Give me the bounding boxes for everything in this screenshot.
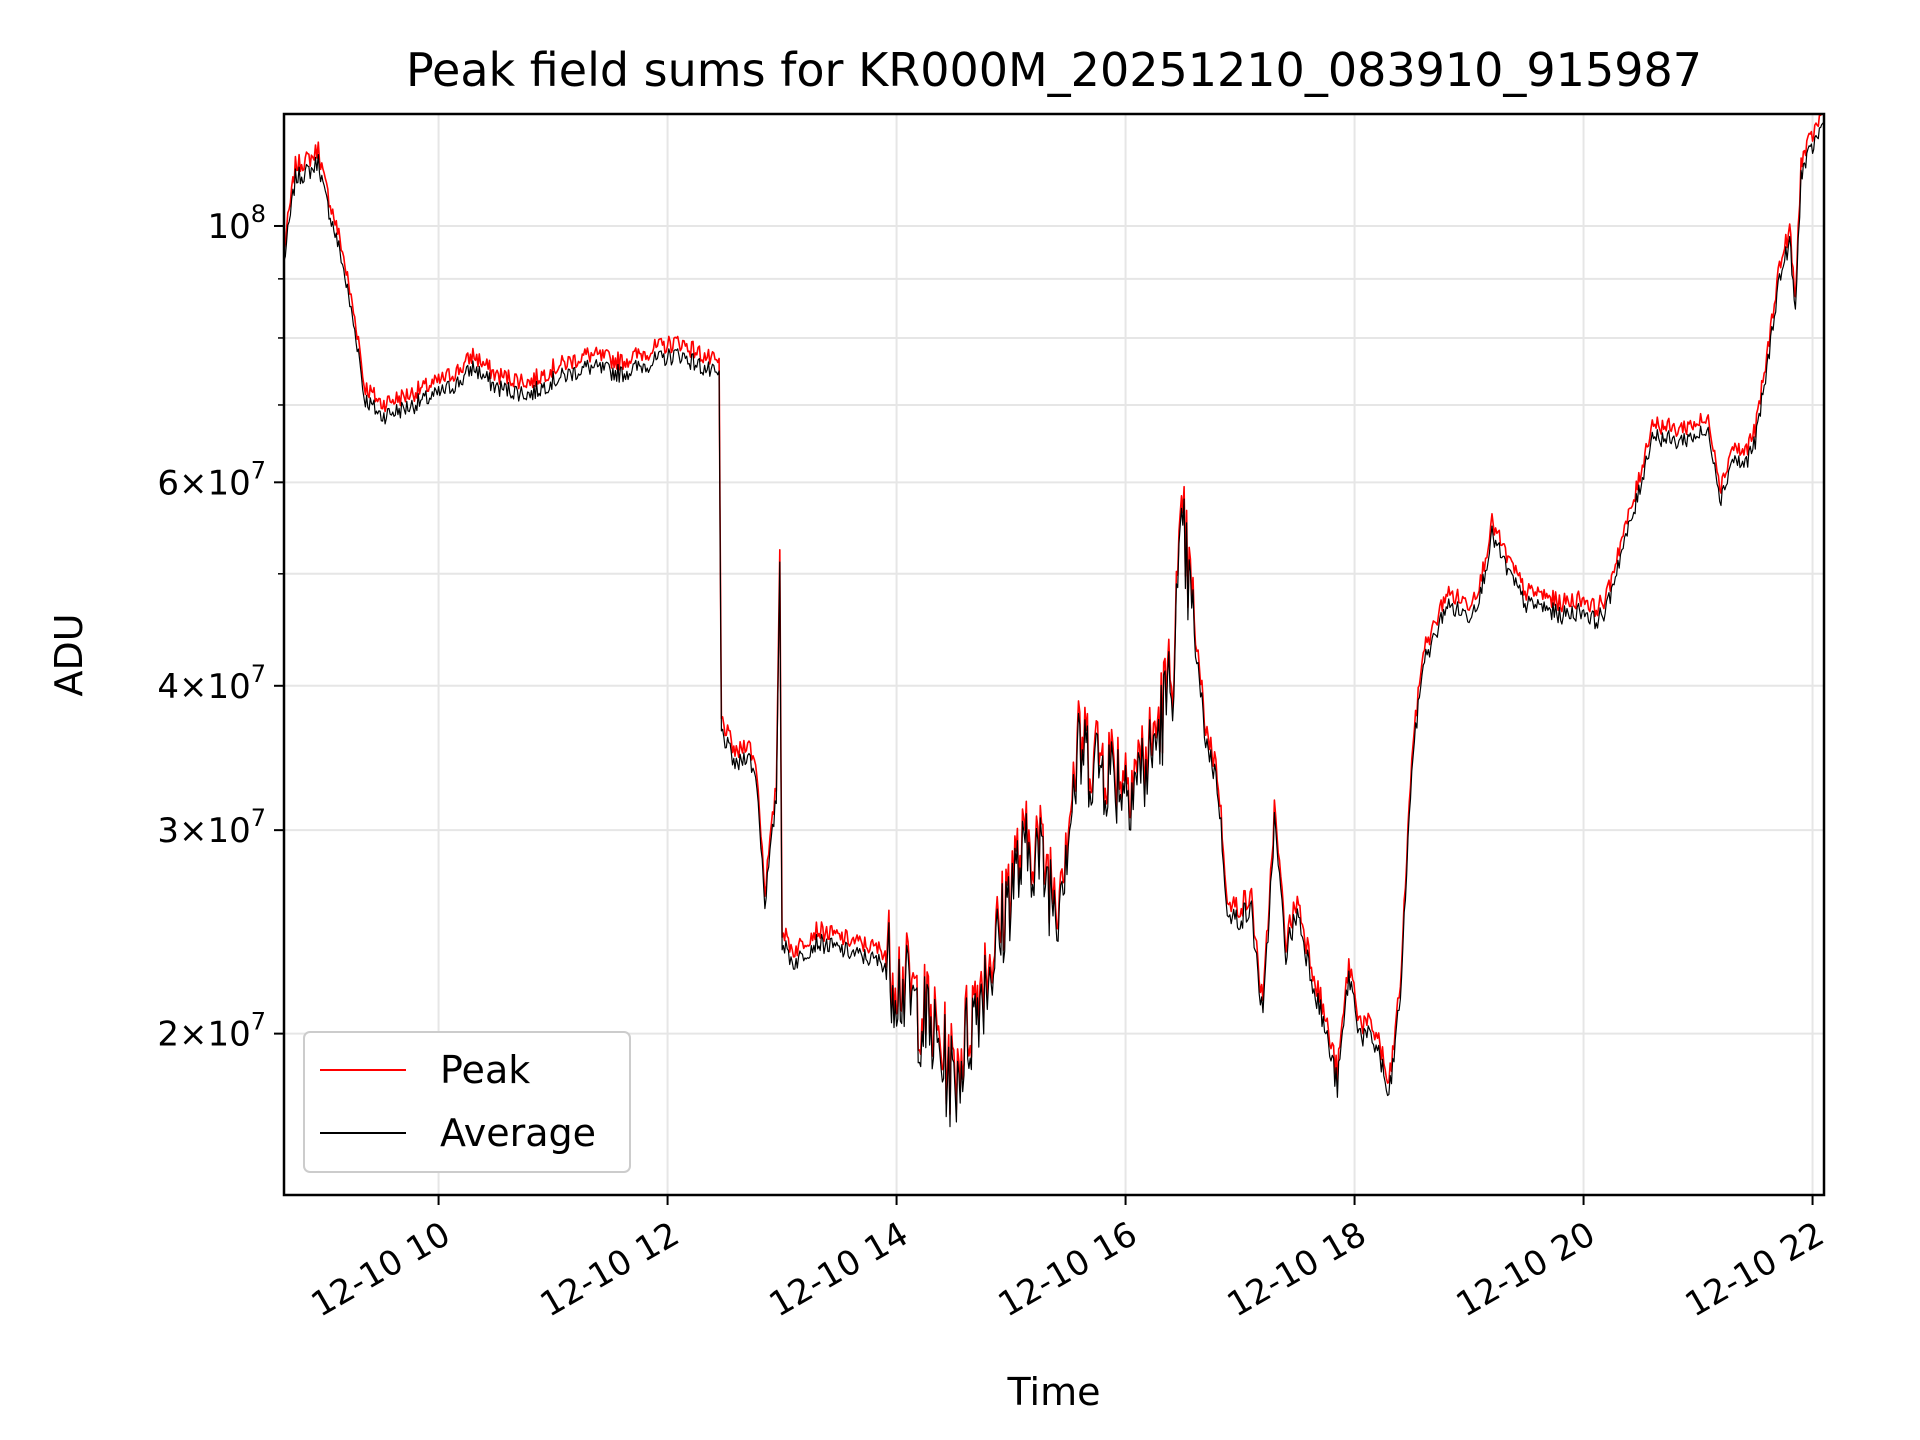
- y-axis-label: ADU: [47, 613, 91, 696]
- y-tick-label-0: 2×107: [157, 1008, 266, 1055]
- y-tick-label-2: 4×107: [157, 660, 266, 707]
- legend-label-peak: Peak: [440, 1048, 530, 1092]
- y-tick-label-3: 6×107: [157, 456, 266, 503]
- legend-label-average: Average: [440, 1111, 596, 1155]
- plot-frame: [282, 112, 1826, 1197]
- x-axis-label: Time: [1007, 1370, 1101, 1414]
- series-line-average: [283, 121, 1825, 1128]
- y-tick-label-4: 108: [207, 200, 266, 247]
- y-axis: 2×107 3×107 4×107 6×107 108: [157, 200, 284, 1055]
- chart-title: Peak field sums for KR000M_20251210_0839…: [406, 43, 1702, 97]
- y-tick-label-1: 3×107: [157, 804, 266, 851]
- grid: [284, 114, 1824, 1195]
- legend: Peak Average: [303, 1031, 631, 1173]
- legend-box: [303, 1031, 631, 1173]
- series-layer: [283, 113, 1825, 1128]
- series-line-peak: [283, 113, 1824, 1115]
